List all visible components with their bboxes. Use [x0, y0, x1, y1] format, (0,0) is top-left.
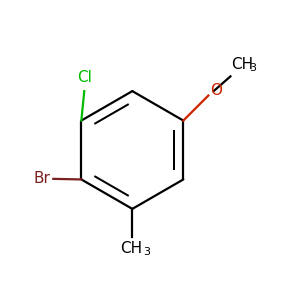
Text: CH: CH — [231, 57, 254, 72]
Text: Cl: Cl — [77, 70, 92, 86]
Text: 3: 3 — [144, 247, 151, 256]
Text: O: O — [210, 83, 222, 98]
Text: CH: CH — [120, 241, 142, 256]
Text: 3: 3 — [249, 63, 256, 73]
Text: Br: Br — [34, 171, 51, 186]
